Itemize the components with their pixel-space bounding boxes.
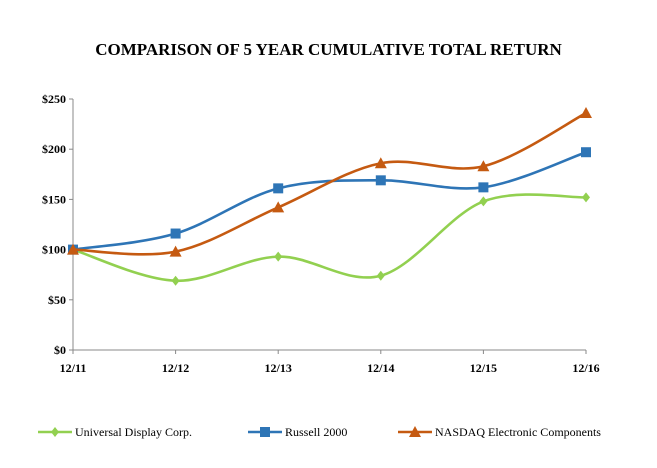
x-tick-label: 12/16 bbox=[572, 361, 599, 375]
x-tick-label: 12/13 bbox=[265, 361, 292, 375]
series-line bbox=[72, 150, 587, 251]
legend-marker bbox=[260, 427, 270, 437]
legend-label: Russell 2000 bbox=[285, 425, 347, 439]
data-point bbox=[272, 201, 285, 213]
legend-marker bbox=[409, 426, 421, 437]
legend-item: Russell 2000 bbox=[248, 425, 347, 439]
y-tick-label: $150 bbox=[42, 192, 66, 206]
legend-label: Universal Display Corp. bbox=[75, 425, 192, 439]
data-point bbox=[273, 183, 284, 194]
data-point bbox=[580, 107, 592, 119]
x-tick-label: 12/11 bbox=[60, 361, 87, 375]
legend-item: NASDAQ Electronic Components bbox=[398, 425, 601, 439]
legend-label: NASDAQ Electronic Components bbox=[435, 425, 601, 439]
data-point bbox=[582, 192, 590, 203]
data-point bbox=[171, 275, 180, 286]
series-nasdaq-electronic-components bbox=[67, 107, 592, 257]
chart-title: COMPARISON OF 5 YEAR CUMULATIVE TOTAL RE… bbox=[95, 40, 562, 59]
y-tick-label: $250 bbox=[42, 92, 66, 106]
data-point bbox=[374, 157, 387, 169]
x-tick-label: 12/14 bbox=[367, 361, 394, 375]
x-tick-label: 12/15 bbox=[470, 361, 497, 375]
data-point bbox=[376, 270, 385, 281]
data-point bbox=[274, 251, 283, 262]
data-point bbox=[67, 243, 79, 255]
data-point bbox=[581, 147, 591, 158]
y-tick-label: $200 bbox=[42, 142, 66, 156]
legend-marker bbox=[51, 427, 59, 437]
data-point bbox=[478, 182, 489, 193]
series-line bbox=[72, 111, 587, 256]
data-point bbox=[479, 196, 488, 207]
x-tick-label: 12/12 bbox=[162, 361, 189, 375]
data-point bbox=[169, 245, 182, 257]
data-point bbox=[375, 175, 386, 186]
data-point bbox=[170, 228, 181, 239]
legend-item: Universal Display Corp. bbox=[38, 425, 192, 439]
series-line bbox=[72, 193, 587, 283]
series-russell-2000 bbox=[68, 147, 591, 255]
y-tick-label: $100 bbox=[42, 243, 66, 257]
y-tick-label: $0 bbox=[54, 343, 66, 357]
data-point bbox=[477, 160, 490, 172]
y-tick-label: $50 bbox=[48, 293, 66, 307]
